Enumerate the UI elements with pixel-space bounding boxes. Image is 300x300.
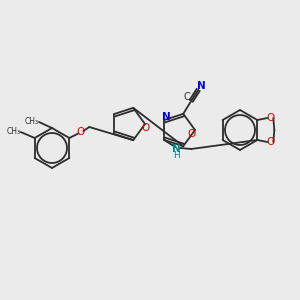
Text: N: N xyxy=(162,112,171,122)
Text: N: N xyxy=(172,144,181,154)
Text: O: O xyxy=(141,123,149,133)
Text: N: N xyxy=(197,81,206,91)
Text: O: O xyxy=(266,113,275,123)
Text: H: H xyxy=(173,152,180,160)
Text: CH₃: CH₃ xyxy=(25,116,39,125)
Text: O: O xyxy=(76,127,84,137)
Text: O: O xyxy=(188,129,196,139)
Text: O: O xyxy=(266,137,275,147)
Text: CH₃: CH₃ xyxy=(7,127,21,136)
Text: C: C xyxy=(184,92,190,102)
